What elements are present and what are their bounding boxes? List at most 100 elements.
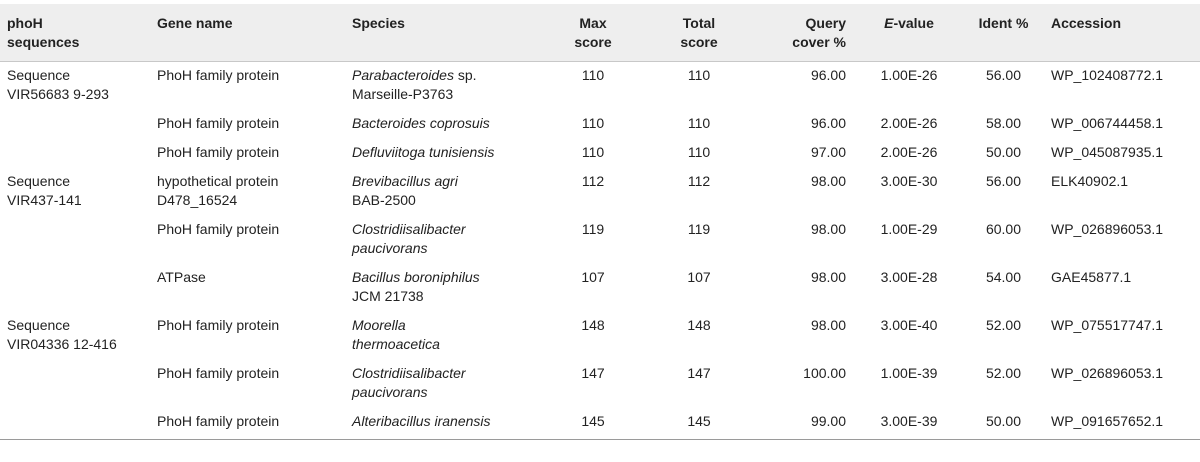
species-line1: Alteribacillus iranensis	[352, 412, 540, 431]
header-phoh-sequences-line2: sequences	[7, 34, 80, 50]
cell-accession: WP_026896053.1	[1051, 221, 1164, 237]
blast-results-table: phoH sequences Gene name Species Max sco…	[0, 4, 1200, 440]
species-line2: thermoacetica	[352, 336, 440, 352]
header-ident: Ident %	[956, 4, 1051, 62]
gene-name-line: PhoH family protein	[157, 317, 280, 333]
cell-gene-name: PhoH family protein	[157, 312, 352, 360]
header-max-score-line2: score	[574, 34, 612, 50]
cell-species: Brevibacillus agri BAB-2500	[352, 168, 540, 216]
cell-e-value: 3.00E-39	[862, 408, 956, 440]
cell-accession: WP_006744458.1	[1051, 115, 1164, 131]
cell-gene-name: PhoH family protein	[157, 408, 352, 440]
gene-name-line: PhoH family protein	[157, 67, 280, 83]
species-line1: Defluviitoga tunisiensis	[352, 143, 540, 162]
cell-sequence	[0, 110, 157, 139]
cell-gene-name: PhoH family protein	[157, 139, 352, 168]
header-query-cover: Query cover %	[752, 4, 862, 62]
cell-query-cover: 100.00	[803, 365, 846, 381]
cell-max-score: 110	[581, 115, 605, 131]
species-line1: Bacillus boroniphilus	[352, 268, 540, 287]
table-header: phoH sequences Gene name Species Max sco…	[0, 4, 1200, 62]
cell-gene-name: PhoH family protein	[157, 360, 352, 408]
cell-gene-name: PhoH family protein	[157, 110, 352, 139]
cell-total-score: 147	[687, 365, 711, 381]
cell-accession: WP_026896053.1	[1051, 365, 1164, 381]
table-body: Sequence VIR56683 9-293 PhoH family protei…	[0, 62, 1200, 440]
cell-sequence	[0, 139, 157, 168]
cell-max-score: 148	[581, 317, 605, 333]
species-italic: Parabacteroides	[352, 67, 454, 83]
cell-accession: WP_045087935.1	[1051, 144, 1164, 160]
species-italic: Clostridiisalibacter	[352, 365, 466, 381]
gene-name-line: PhoH family protein	[157, 365, 280, 381]
cell-e-value: 2.00E-26	[880, 115, 938, 131]
table-row: Sequence VIR56683 9-293 PhoH family protei…	[0, 62, 1200, 111]
cell-gene-name: PhoH family protein	[157, 62, 352, 111]
cell-species: Moorella thermoacetica	[352, 312, 540, 360]
header-e-value-rest: -value	[893, 15, 934, 31]
cell-accession: WP_102408772.1	[1051, 67, 1164, 83]
species-line1: Parabacteroides sp.	[352, 66, 540, 85]
species-line2: paucivorans	[352, 384, 428, 400]
cell-total-score: 110	[687, 67, 711, 83]
cell-max-score: 110	[581, 144, 605, 160]
header-gene-name: Gene name	[157, 4, 352, 62]
table-row: ATPase Bacillus boroniphilus JCM 21738 107 1…	[0, 264, 1200, 312]
cell-e-value: 1.00E-29	[880, 221, 938, 237]
sequence-line1: Sequence	[7, 67, 71, 83]
cell-accession: GAE45877.1	[1051, 269, 1132, 285]
cell-total-score: 145	[646, 408, 752, 440]
species-italic: Defluviitoga tunisiensis	[352, 144, 495, 160]
header-e-value-italic: E	[884, 15, 894, 31]
cell-e-value: 3.00E-28	[880, 269, 938, 285]
cell-max-score: 112	[581, 173, 605, 189]
cell-max-score: 147	[581, 365, 605, 381]
cell-species: Clostridiisalibacter paucivorans	[352, 216, 540, 264]
cell-species: Bacteroides coprosuis	[352, 110, 540, 139]
cell-ident: 56.00	[985, 173, 1022, 189]
cell-query-cover: 98.00	[810, 317, 846, 333]
cell-query-cover: 99.00	[752, 408, 862, 440]
sequence-line2: VIR04336 12-416	[7, 336, 117, 352]
header-query-cover-line1: Query	[805, 15, 846, 31]
cell-sequence	[0, 408, 157, 440]
cell-species: Defluviitoga tunisiensis	[352, 139, 540, 168]
header-query-cover-line2: cover %	[792, 34, 846, 50]
header-total-score: Total score	[646, 4, 752, 62]
cell-max-score: 107	[581, 269, 605, 285]
cell-ident: 54.00	[985, 269, 1022, 285]
table-row: PhoH family protein Defluviitoga tunisien…	[0, 139, 1200, 168]
cell-sequence	[0, 264, 157, 312]
gene-name-line: PhoH family protein	[157, 413, 280, 429]
header-phoh-sequences: phoH sequences	[0, 4, 157, 62]
species-line1: Clostridiisalibacter	[352, 220, 540, 239]
cell-e-value: 1.00E-26	[880, 67, 938, 83]
table-row: PhoH family protein Bacteroides coprosuis…	[0, 110, 1200, 139]
header-e-value: E-value	[862, 4, 956, 62]
cell-species: Clostridiisalibacter paucivorans	[352, 360, 540, 408]
cell-e-value: 3.00E-30	[880, 173, 938, 189]
species-line1: Clostridiisalibacter	[352, 364, 540, 383]
header-accession: Accession	[1051, 4, 1200, 62]
table-row: PhoH family protein Clostridiisalibacter p…	[0, 360, 1200, 408]
table-row: PhoH family protein Clostridiisalibacter p…	[0, 216, 1200, 264]
sequence-line2: VIR56683 9-293	[7, 86, 109, 102]
species-line1: Moorella	[352, 316, 540, 335]
gene-name-line: ATPase	[157, 269, 206, 285]
cell-species: Alteribacillus iranensis	[352, 408, 540, 440]
species-line2: Marseille-P3763	[352, 86, 454, 102]
cell-sequence: Sequence VIR56683 9-293	[0, 62, 157, 111]
header-max-score-line1: Max	[579, 15, 607, 31]
cell-query-cover: 96.00	[810, 67, 846, 83]
cell-ident: 58.00	[985, 115, 1022, 131]
species-rest: sp.	[453, 67, 477, 83]
cell-query-cover: 98.00	[810, 221, 846, 237]
cell-gene-name: ATPase	[157, 264, 352, 312]
header-row: phoH sequences Gene name Species Max sco…	[0, 4, 1200, 62]
cell-total-score: 107	[687, 269, 711, 285]
species-italic: Bacillus boroniphilus	[352, 269, 480, 285]
cell-sequence: Sequence VIR04336 12-416	[0, 312, 157, 360]
table-row: Sequence VIR04336 12-416 PhoH family prote…	[0, 312, 1200, 360]
cell-accession: ELK40902.1	[1051, 173, 1129, 189]
